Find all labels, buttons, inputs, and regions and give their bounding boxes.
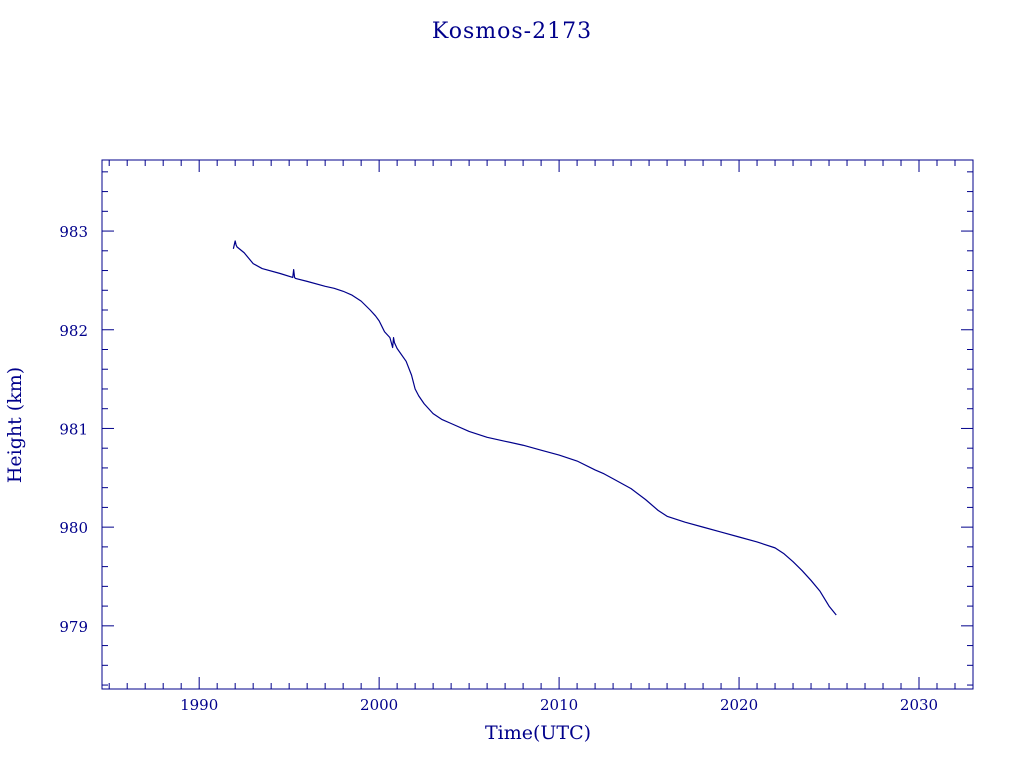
y-tick-label: 979 xyxy=(59,618,88,636)
x-axis-tick-labels: 1990 2000 2010 2020 2030 xyxy=(180,696,938,714)
axis-ticks xyxy=(102,160,974,689)
height-series-line xyxy=(232,240,837,616)
y-tick-label: 981 xyxy=(59,420,88,438)
x-tick-label: 2030 xyxy=(900,696,938,714)
y-tick-label: 983 xyxy=(59,223,88,241)
y-tick-label: 980 xyxy=(59,519,88,537)
x-tick-label: 2000 xyxy=(360,696,398,714)
x-axis-label: Time(UTC) xyxy=(485,722,591,744)
y-tick-label: 982 xyxy=(59,322,88,340)
x-tick-label: 2010 xyxy=(540,696,578,714)
x-tick-label: 2020 xyxy=(720,696,758,714)
plot-frame xyxy=(101,159,974,690)
chart-title: Kosmos-2173 xyxy=(432,19,592,44)
y-axis-tick-labels: 979 980 981 982 983 xyxy=(59,223,88,636)
y-axis-label: Height (km) xyxy=(4,367,26,483)
x-tick-label: 1990 xyxy=(180,696,218,714)
